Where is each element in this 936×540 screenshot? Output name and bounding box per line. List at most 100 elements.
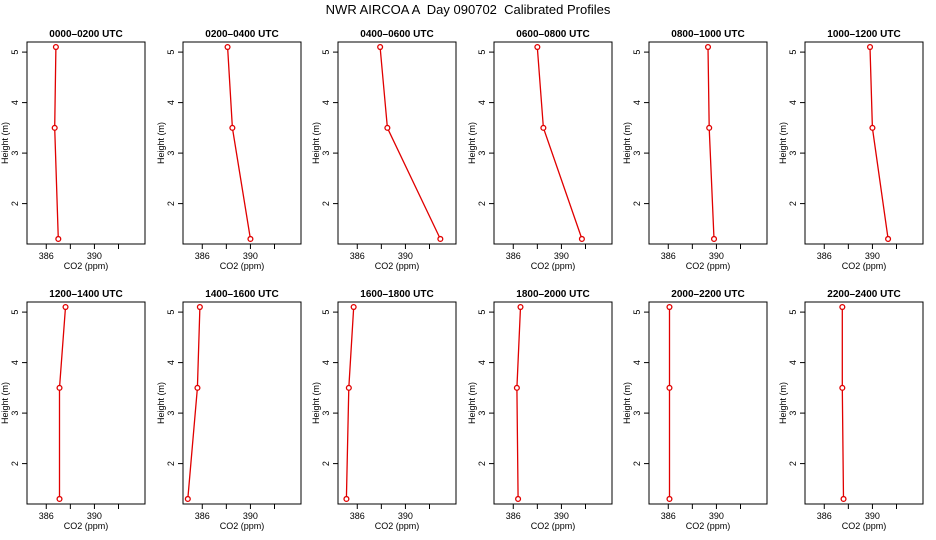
y-tick-label: 2: [10, 201, 20, 206]
y-tick-label: 3: [632, 151, 642, 156]
y-axis-label: Height (m): [156, 382, 166, 424]
y-tick-label: 2: [166, 461, 176, 466]
data-point: [540, 124, 547, 131]
x-tick-label: 386: [39, 251, 54, 261]
data-point: [515, 495, 522, 503]
x-axis-label: CO2 (ppm): [375, 521, 420, 531]
data-point: [55, 235, 62, 243]
y-tick-label: 3: [477, 151, 487, 156]
y-tick-label: 3: [166, 411, 176, 416]
y-tick-label: 4: [166, 360, 176, 365]
profile-line: [841, 307, 845, 499]
data-point: [350, 303, 357, 311]
x-tick-label: 390: [87, 511, 102, 521]
y-tick-label: 3: [632, 411, 642, 416]
y-tick-label: 2: [788, 461, 798, 466]
x-tick-label: 390: [865, 251, 880, 261]
x-axis-label: CO2 (ppm): [64, 521, 109, 531]
y-tick-label: 5: [632, 310, 642, 315]
data-point: [345, 384, 352, 391]
x-axis-label: CO2 (ppm): [842, 521, 887, 531]
y-tick-label: 3: [788, 411, 798, 416]
data-point: [710, 235, 718, 243]
x-tick-label: 390: [243, 251, 258, 261]
profile-line: [187, 307, 201, 499]
y-tick-label: 2: [788, 201, 798, 206]
y-tick-label: 3: [788, 151, 798, 156]
profile-line: [516, 307, 522, 499]
y-tick-label: 5: [477, 310, 487, 315]
x-tick-label: 390: [87, 251, 102, 261]
x-axis-label: CO2 (ppm): [531, 261, 576, 271]
profile-line: [58, 307, 67, 499]
data-point: [224, 43, 231, 51]
data-point: [513, 384, 520, 391]
x-tick-label: 390: [398, 511, 413, 521]
x-axis-label: CO2 (ppm): [842, 261, 887, 271]
data-point: [194, 384, 201, 391]
panel-title: 0800–1000 UTC: [671, 29, 744, 40]
y-tick-label: 4: [632, 360, 642, 365]
data-point: [839, 303, 846, 311]
y-tick-label: 3: [477, 411, 487, 416]
x-axis-label: CO2 (ppm): [375, 261, 420, 271]
y-tick-label: 5: [632, 50, 642, 55]
y-tick-label: 5: [10, 50, 20, 55]
y-tick-label: 5: [788, 50, 798, 55]
y-axis-label: Height (m): [622, 122, 632, 164]
y-tick-label: 2: [166, 201, 176, 206]
y-tick-label: 4: [632, 100, 642, 105]
y-tick-label: 4: [477, 100, 487, 105]
data-point: [517, 303, 524, 311]
x-tick-label: 386: [39, 511, 54, 521]
x-axis-label: CO2 (ppm): [686, 261, 731, 271]
x-tick-label: 386: [195, 511, 210, 521]
plot-frame: [182, 41, 302, 245]
data-point: [704, 43, 712, 51]
x-tick-label: 386: [506, 511, 521, 521]
y-axis-label: Height (m): [778, 382, 788, 424]
plot-frame: [26, 301, 146, 505]
data-point: [51, 124, 58, 131]
data-point: [437, 235, 444, 243]
y-tick-label: 3: [10, 151, 20, 156]
y-axis-label: Height (m): [156, 122, 166, 164]
data-point: [885, 235, 892, 243]
plot-frame: [26, 41, 146, 245]
panel-title: 1600–1800 UTC: [360, 289, 433, 300]
y-axis-label: Height (m): [467, 382, 477, 424]
plot-frame: [804, 301, 924, 505]
plot-frame: [493, 301, 613, 505]
plot-frame: [337, 41, 457, 245]
y-tick-label: 2: [632, 461, 642, 466]
x-tick-label: 390: [554, 511, 569, 521]
data-point: [196, 303, 203, 311]
data-point: [62, 303, 69, 311]
y-axis-label: Height (m): [467, 122, 477, 164]
plot-frame: [804, 41, 924, 245]
panel-title: 2000–2200 UTC: [671, 289, 744, 300]
data-point: [869, 124, 876, 131]
profile-line: [869, 47, 889, 239]
y-tick-label: 5: [788, 310, 798, 315]
x-tick-label: 386: [661, 511, 676, 521]
y-tick-label: 5: [477, 50, 487, 55]
panel-title: 0000–0200 UTC: [49, 29, 122, 40]
data-point: [666, 384, 673, 391]
x-tick-label: 386: [817, 251, 832, 261]
panel-title: 1800–2000 UTC: [516, 289, 589, 300]
y-tick-label: 5: [10, 310, 20, 315]
x-tick-label: 390: [398, 251, 413, 261]
data-point: [706, 124, 713, 131]
panel-title: 1400–1600 UTC: [205, 289, 278, 300]
plot-frame: [182, 301, 302, 505]
x-axis-label: CO2 (ppm): [220, 521, 265, 531]
profile-line: [226, 47, 252, 240]
y-tick-label: 4: [321, 100, 331, 105]
y-tick-label: 3: [321, 411, 331, 416]
y-tick-label: 4: [477, 360, 487, 365]
y-axis-label: Height (m): [0, 122, 10, 164]
x-tick-label: 386: [350, 511, 365, 521]
y-tick-label: 2: [321, 461, 331, 466]
